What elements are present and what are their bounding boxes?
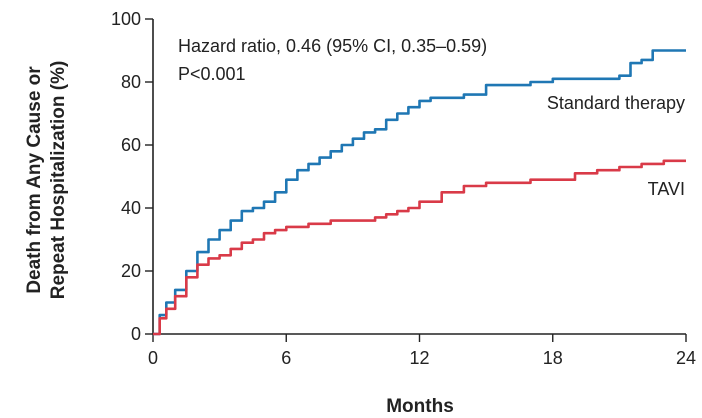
x-tick-label: 18 xyxy=(543,348,563,368)
x-ticks: 0 6 12 18 24 xyxy=(148,334,696,368)
x-tick-label: 12 xyxy=(409,348,429,368)
series-label-tavi: TAVI xyxy=(648,179,685,199)
x-tick-label: 0 xyxy=(148,348,158,368)
x-tick-label: 6 xyxy=(281,348,291,368)
y-axis-title-line-1: Death from Any Cause or xyxy=(24,66,45,294)
y-tick-label: 20 xyxy=(121,261,141,281)
y-axis-title-group: Death from Any Cause or Repeat Hospitali… xyxy=(24,61,69,300)
y-tick-label: 80 xyxy=(121,72,141,92)
x-tick-label: 24 xyxy=(676,348,696,368)
series-label-standard-therapy: Standard therapy xyxy=(547,93,685,113)
tavi-curve xyxy=(153,159,686,336)
standard-therapy-curve xyxy=(153,49,686,336)
curves xyxy=(153,49,686,336)
y-tick-label: 60 xyxy=(121,135,141,155)
y-tick-label: 0 xyxy=(131,324,141,344)
y-axis-title-line-2: Repeat Hospitalization (%) xyxy=(48,61,69,300)
y-tick-label: 100 xyxy=(111,9,141,29)
y-ticks: 0 20 40 60 80 100 xyxy=(111,9,153,344)
p-value-annotation: P<0.001 xyxy=(178,64,246,84)
hazard-ratio-annotation: Hazard ratio, 0.46 (95% CI, 0.35–0.59) xyxy=(178,36,487,56)
y-tick-label: 40 xyxy=(121,198,141,218)
x-axis-title: Months xyxy=(386,396,454,417)
